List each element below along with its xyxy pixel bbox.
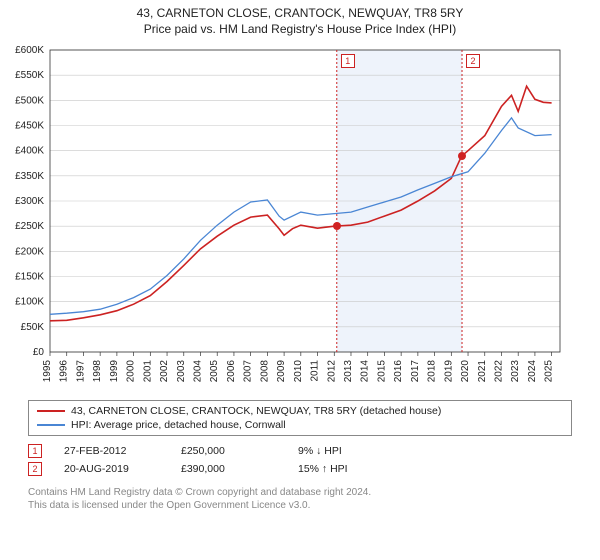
- svg-text:2023: 2023: [510, 360, 521, 383]
- svg-text:2017: 2017: [410, 360, 421, 383]
- chart-title: 43, CARNETON CLOSE, CRANTOCK, NEWQUAY, T…: [0, 0, 600, 20]
- svg-text:2016: 2016: [393, 360, 404, 383]
- svg-text:£500K: £500K: [15, 95, 44, 106]
- sale-markers-table: 1 27-FEB-2012 £250,000 9% ↓ HPI 2 20-AUG…: [28, 442, 572, 478]
- marker-date: 20-AUG-2019: [64, 463, 159, 475]
- svg-text:£250K: £250K: [15, 221, 44, 232]
- svg-text:2001: 2001: [142, 360, 153, 383]
- marker-price: £390,000: [181, 463, 276, 475]
- svg-text:£450K: £450K: [15, 121, 44, 132]
- marker-number-badge: 2: [28, 462, 42, 476]
- svg-text:2009: 2009: [276, 360, 287, 383]
- footnote: Contains HM Land Registry data © Crown c…: [28, 486, 572, 512]
- svg-text:2018: 2018: [427, 360, 438, 383]
- chart-container: 43, CARNETON CLOSE, CRANTOCK, NEWQUAY, T…: [0, 0, 600, 560]
- chart-subtitle: Price paid vs. HM Land Registry's House …: [0, 20, 600, 36]
- svg-text:2024: 2024: [527, 360, 538, 383]
- svg-text:2022: 2022: [493, 360, 504, 383]
- svg-text:1998: 1998: [92, 360, 103, 383]
- sale-point-dot: [458, 152, 466, 160]
- svg-text:£600K: £600K: [15, 45, 44, 56]
- svg-text:£150K: £150K: [15, 272, 44, 283]
- legend: 43, CARNETON CLOSE, CRANTOCK, NEWQUAY, T…: [28, 400, 572, 436]
- svg-text:£0: £0: [33, 347, 45, 358]
- svg-text:£300K: £300K: [15, 196, 44, 207]
- svg-text:2010: 2010: [293, 360, 304, 383]
- svg-text:2021: 2021: [477, 360, 488, 383]
- legend-item: 43, CARNETON CLOSE, CRANTOCK, NEWQUAY, T…: [37, 404, 563, 418]
- svg-text:2013: 2013: [343, 360, 354, 383]
- svg-text:1996: 1996: [59, 360, 70, 383]
- sale-point-dot: [333, 222, 341, 230]
- svg-text:1997: 1997: [75, 360, 86, 383]
- marker-delta: 9% ↓ HPI: [298, 445, 393, 457]
- legend-item: HPI: Average price, detached house, Corn…: [37, 418, 563, 432]
- sale-marker-row: 1 27-FEB-2012 £250,000 9% ↓ HPI: [28, 442, 572, 460]
- legend-swatch: [37, 424, 65, 426]
- svg-text:£100K: £100K: [15, 297, 44, 308]
- legend-swatch: [37, 410, 65, 412]
- chart-plot-area: £0 £50K £100K £150K £200K £250K £300K £350K £400…: [6, 44, 566, 394]
- svg-text:£550K: £550K: [15, 70, 44, 81]
- svg-text:2008: 2008: [259, 360, 270, 383]
- svg-text:2025: 2025: [544, 360, 555, 383]
- svg-text:£200K: £200K: [15, 246, 44, 257]
- legend-label: HPI: Average price, detached house, Corn…: [71, 419, 286, 431]
- svg-text:2004: 2004: [192, 360, 203, 383]
- marker-delta: 15% ↑ HPI: [298, 463, 393, 475]
- svg-text:2003: 2003: [176, 360, 187, 383]
- sale-marker-row: 2 20-AUG-2019 £390,000 15% ↑ HPI: [28, 460, 572, 478]
- footnote-line: This data is licensed under the Open Gov…: [28, 499, 572, 512]
- svg-text:£50K: £50K: [21, 322, 45, 333]
- legend-label: 43, CARNETON CLOSE, CRANTOCK, NEWQUAY, T…: [71, 405, 441, 417]
- svg-text:2020: 2020: [460, 360, 471, 383]
- svg-text:1995: 1995: [42, 360, 53, 383]
- chart-callout-badge: 2: [466, 54, 480, 68]
- svg-text:1999: 1999: [109, 360, 120, 383]
- svg-text:2002: 2002: [159, 360, 170, 383]
- marker-price: £250,000: [181, 445, 276, 457]
- svg-text:2000: 2000: [126, 360, 137, 383]
- marker-date: 27-FEB-2012: [64, 445, 159, 457]
- marker-number-badge: 1: [28, 444, 42, 458]
- svg-text:2015: 2015: [376, 360, 387, 383]
- svg-text:2006: 2006: [226, 360, 237, 383]
- chart-callout-badge: 1: [341, 54, 355, 68]
- footnote-line: Contains HM Land Registry data © Crown c…: [28, 486, 572, 499]
- svg-text:£350K: £350K: [15, 171, 44, 182]
- svg-text:2005: 2005: [209, 360, 220, 383]
- svg-text:2012: 2012: [326, 360, 337, 383]
- svg-text:2011: 2011: [310, 360, 321, 382]
- svg-text:2014: 2014: [360, 360, 371, 383]
- svg-text:2007: 2007: [243, 360, 254, 383]
- svg-text:£400K: £400K: [15, 146, 44, 157]
- chart-svg: £0 £50K £100K £150K £200K £250K £300K £350K £400…: [6, 44, 566, 394]
- svg-text:2019: 2019: [443, 360, 454, 383]
